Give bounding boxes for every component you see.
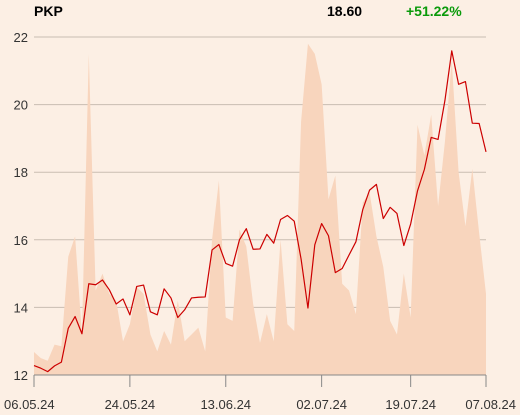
x-tick-label: 02.07.24 <box>296 397 347 412</box>
x-tick-label: 24.05.24 <box>105 397 156 412</box>
y-tick-label: 14 <box>14 300 28 315</box>
y-tick-label: 18 <box>14 165 28 180</box>
price-line <box>33 50 487 373</box>
x-tick-label: 19.07.24 <box>385 397 436 412</box>
x-tick-label: 13.06.24 <box>200 397 251 412</box>
last-price: 18.60 <box>327 3 363 19</box>
x-tick-label: 06.05.24 <box>4 397 55 412</box>
x-axis-ticks: 06.05.24 24.05.24 13.06.24 02.07.24 19.07.24… <box>4 375 516 412</box>
y-tick-label: 20 <box>14 98 28 113</box>
ticker-symbol: PKP <box>34 3 63 19</box>
y-tick-label: 16 <box>14 233 28 248</box>
volume-area <box>34 43 486 375</box>
x-tick-label: 07.08.24 <box>465 397 516 412</box>
price-change-percent: +51.22% <box>406 3 462 19</box>
y-axis-ticks: 12 14 16 18 20 22 <box>14 30 28 383</box>
y-tick-label: 22 <box>14 30 28 45</box>
y-tick-label: 12 <box>14 368 28 383</box>
